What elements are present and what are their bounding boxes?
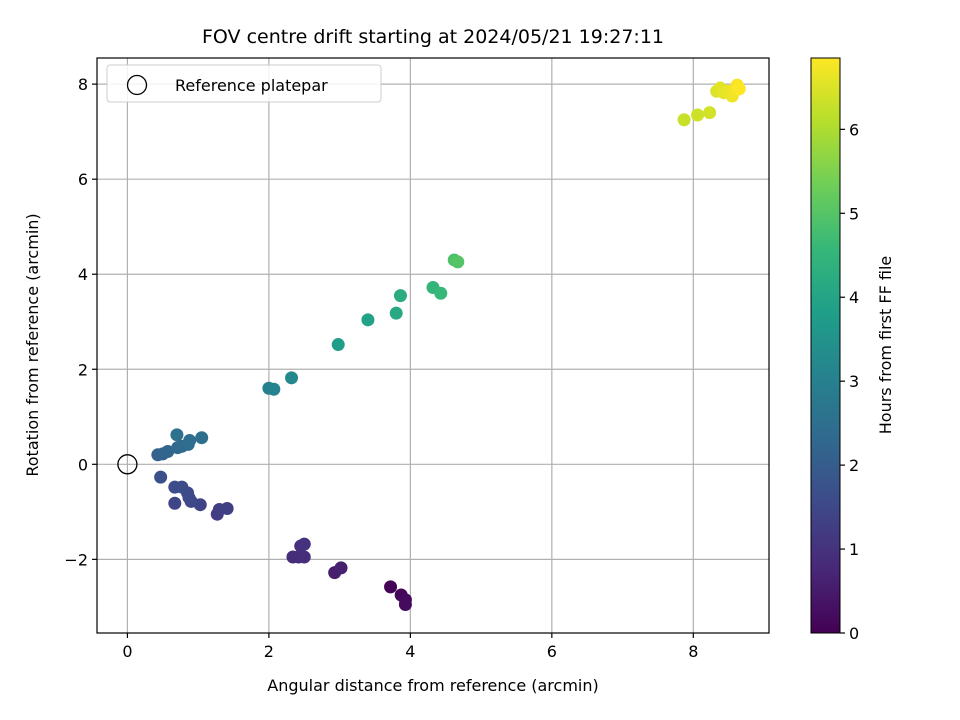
plot-frame [96,57,770,634]
scatter-point [691,108,705,122]
scatter-point [161,444,175,458]
scatter-point [220,501,234,515]
scatter-points [151,78,746,611]
scatter-point [677,113,691,127]
scatter-point [297,550,311,564]
x-tick-label: 0 [122,642,132,661]
y-tick-label: 0 [78,455,88,474]
colorbar: 0 1 2 3 4 5 6 Hours from first FF file [810,57,895,643]
y-tick-label: 8 [78,75,88,94]
colorbar-tick-label: 5 [849,204,859,223]
colorbar-tick-label: 6 [849,120,859,139]
scatter-point [451,255,465,269]
colorbar-tick-label: 0 [849,624,859,643]
legend-label: Reference platepar [175,76,328,95]
legend-box [106,64,382,103]
colorbar-tick-label: 4 [849,288,859,307]
legend: Reference platepar [106,64,382,103]
scatter-point [398,597,412,611]
x-tick-label: 8 [688,642,698,661]
scatter-point [168,496,182,510]
scatter-point [183,434,197,448]
y-tick-label: −2 [64,550,88,569]
scatter-point [384,580,398,594]
y-axis-title: Rotation from reference (arcmin) [23,213,42,476]
colorbar-gradient [810,57,841,634]
scatter-point [267,382,281,396]
scatter-point [331,338,345,352]
x-tick-label: 2 [264,642,274,661]
chart-title: FOV centre drift starting at 2024/05/21 … [202,26,664,48]
x-axis-title: Angular distance from reference (arcmin) [267,676,598,695]
grid [97,58,769,633]
y-axis-ticks: −2 0 2 4 6 8 [64,75,97,569]
reference-marker-group [117,454,138,475]
reference-platepar-marker [117,454,138,475]
y-tick-label: 2 [78,360,88,379]
scatter-point [175,480,189,494]
scatter-point [154,470,168,484]
colorbar-label: Hours from first FF file [876,256,895,435]
scatter-point [703,106,717,120]
scatter-point [285,371,299,385]
colorbar-tick-label: 2 [849,456,859,475]
y-tick-label: 4 [78,265,88,284]
scatter-point [732,82,746,96]
x-tick-label: 6 [547,642,557,661]
x-tick-label: 4 [405,642,415,661]
colorbar-ticks: 0 1 2 3 4 5 6 [840,120,859,643]
scatter-point [393,289,407,303]
scatter-point [389,306,403,320]
x-axis-ticks: 0 2 4 6 8 [122,633,698,661]
scatter-point [170,428,184,442]
scatter-point [334,561,348,575]
scatter-point [297,537,311,551]
colorbar-tick-label: 3 [849,372,859,391]
scatter-point [361,313,375,327]
colorbar-tick-label: 1 [849,540,859,559]
scatter-point [434,286,448,300]
legend-reference-marker [126,74,148,96]
y-tick-label: 6 [78,170,88,189]
scatter-point [195,431,209,445]
